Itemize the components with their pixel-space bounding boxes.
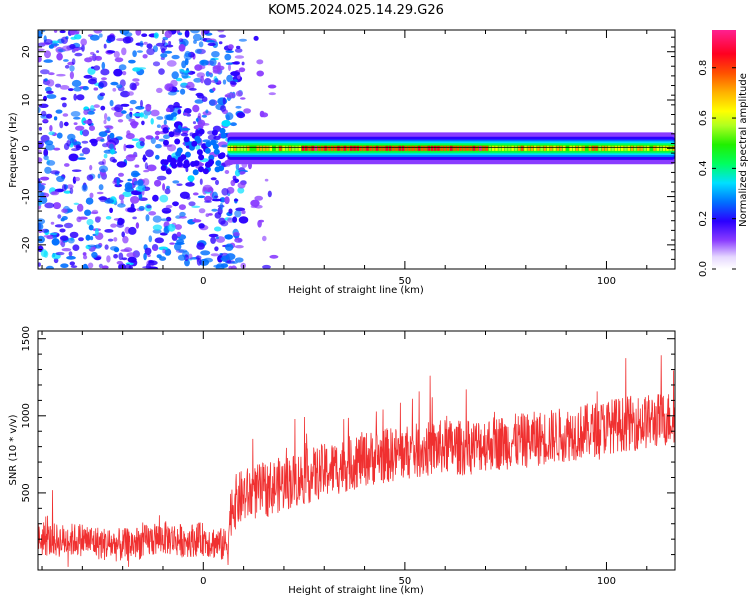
spectrogram-ytick-label: 20 — [21, 45, 32, 58]
snr-xtick-label: 50 — [399, 576, 412, 587]
snr-frame — [37, 330, 676, 571]
colorbar-tick-label: 0.4 — [698, 160, 709, 176]
spectrogram-xtick-label: 0 — [200, 276, 206, 287]
spectrogram-ytick-label: -20 — [21, 237, 32, 253]
spectrogram-ytick-label: -10 — [21, 188, 32, 204]
snr-ylabel: SNR (10 * v/v) — [8, 414, 19, 485]
colorbar-axes: 0.0 0.2 0.4 0.6 0.8 — [698, 60, 736, 277]
spectrogram-xtick-label: 100 — [597, 276, 616, 287]
spectrogram-frame — [37, 29, 676, 270]
spectrogram-ytick-label: 10 — [21, 94, 32, 107]
snr-ytick-label: 500 — [21, 483, 32, 502]
colorbar-tick-label: 0.2 — [698, 211, 709, 227]
spectrogram-image — [38, 30, 675, 269]
spectrogram-xlabel: Height of straight line (km) — [288, 285, 424, 296]
snr-panel: 0 50 100 500 1000 1500 Height of straight lin… — [8, 326, 676, 596]
figure-title: KOM5.2024.025.14.29.G26 — [268, 3, 444, 18]
snr-ytick-label: 1000 — [21, 403, 32, 428]
colorbar-tick-label: 0.6 — [698, 110, 709, 126]
colorbar-label: Normalized spectral amplitude — [738, 73, 749, 227]
snr-ytick-label: 1500 — [21, 326, 32, 351]
colorbar-gradient — [712, 30, 736, 269]
snr-xlabel: Height of straight line (km) — [288, 585, 424, 596]
snr-xtick-label: 0 — [200, 576, 206, 587]
snr-xtick-label: 100 — [597, 576, 616, 587]
colorbar-tick-label: 0.0 — [698, 261, 709, 277]
spectrogram-axes: 0 50 100 -20 -10 0 10 20 — [21, 30, 675, 287]
spectrogram-ylabel: Frequency (Hz) — [8, 112, 19, 188]
colorbar: 0.0 0.2 0.4 0.6 0.8 Normalized spectral ampl… — [698, 30, 749, 277]
colorbar-tick-label: 0.8 — [698, 60, 709, 76]
spectrogram-xtick-label: 50 — [399, 276, 412, 287]
snr-plot-area — [38, 355, 675, 567]
spectrogram-ytick-label: 0 — [21, 145, 32, 151]
snr-series-line — [38, 355, 675, 567]
snr-axes: 0 50 100 500 1000 1500 — [21, 326, 675, 587]
spectrogram-panel: 0 50 100 -20 -10 0 10 20 Height of straight lin… — [8, 29, 676, 296]
